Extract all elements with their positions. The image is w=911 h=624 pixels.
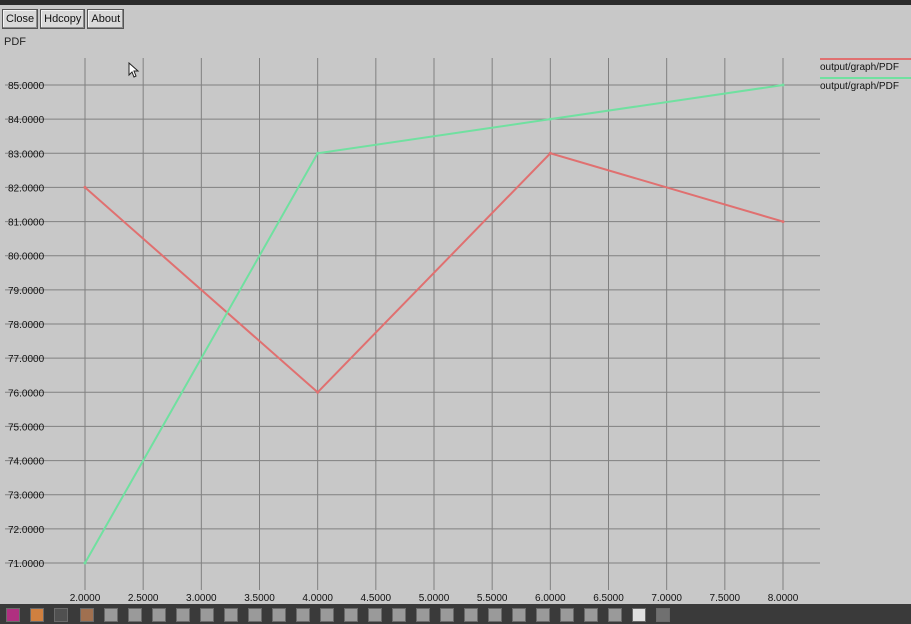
x-tick-label: 6.0000 (535, 593, 566, 604)
mouse-cursor-icon (128, 62, 140, 78)
y-tick-label: 73.0000 (8, 491, 45, 502)
y-tick-label: 83.0000 (8, 149, 45, 160)
y-tick-label: 79.0000 (8, 286, 45, 297)
window-button-icon[interactable] (320, 608, 334, 622)
y-tick-label: 80.0000 (8, 252, 45, 263)
y-tick-label: 77.0000 (8, 354, 45, 365)
x-tick-label: 7.0000 (651, 593, 682, 604)
y-tick-label: 74.0000 (8, 457, 45, 468)
app-icon[interactable] (80, 608, 94, 622)
window-button-icon[interactable] (512, 608, 526, 622)
hdcopy-button[interactable]: Hdcopy (40, 9, 86, 29)
y-tick-label: 81.0000 (8, 218, 45, 229)
folder-icon[interactable] (30, 608, 44, 622)
graph-window: Close Hdcopy About PDF 71.0000 72.0000 73.… (0, 0, 911, 604)
window-button-icon[interactable] (608, 608, 622, 622)
x-tick-label: 7.5000 (710, 593, 741, 604)
window-button-icon[interactable] (128, 608, 142, 622)
window-button-icon[interactable] (296, 608, 310, 622)
window-button-icon[interactable] (416, 608, 430, 622)
legend-label-series-1: output/graph/PDF (820, 62, 899, 73)
series-line-2 (84, 84, 784, 564)
window-button-icon[interactable] (176, 608, 190, 622)
data-point (781, 83, 785, 87)
y-tick-label: 75.0000 (8, 422, 45, 433)
data-point (548, 117, 552, 121)
window-button-icon[interactable] (248, 608, 262, 622)
window-button-icon[interactable] (200, 608, 214, 622)
y-tick-label: 85.0000 (8, 81, 45, 92)
window-button-icon[interactable] (464, 608, 478, 622)
y-tick-label: 84.0000 (8, 115, 45, 126)
about-button[interactable]: About (87, 9, 125, 29)
window-button-icon[interactable] (104, 608, 118, 622)
x-tick-label: 8.0000 (768, 593, 799, 604)
y-tick-label: 72.0000 (8, 525, 45, 536)
legend-swatch-series-2 (820, 77, 911, 79)
window-button-icon[interactable] (656, 608, 670, 622)
data-point (83, 185, 87, 189)
data-point (83, 561, 87, 565)
window-button-icon[interactable] (392, 608, 406, 622)
window-button-icon[interactable] (344, 608, 358, 622)
window-button-icon[interactable] (368, 608, 382, 622)
y-tick-label: 76.0000 (8, 388, 45, 399)
toolbar: Close Hdcopy About (2, 9, 125, 29)
window-button-icon[interactable] (536, 608, 550, 622)
window-button-icon[interactable] (560, 608, 574, 622)
x-tick-label: 6.5000 (593, 593, 624, 604)
series-line-1 (84, 152, 784, 394)
data-point (316, 390, 320, 394)
x-tick-label: 3.5000 (244, 593, 275, 604)
legend-swatch-series-1 (820, 58, 911, 60)
close-button[interactable]: Close (2, 9, 39, 29)
line-chart: 71.0000 72.0000 73.0000 74.0000 75.0000 76.00… (5, 58, 820, 604)
x-axis-ticks: 2.0000 2.5000 3.0000 3.5000 4.0000 4.5000 5.00… (70, 593, 799, 604)
window-button-icon[interactable] (632, 608, 646, 622)
window-top-border (0, 0, 911, 5)
grid (5, 58, 820, 590)
data-point (316, 151, 320, 155)
legend-label-series-2: output/graph/PDF (820, 81, 899, 92)
x-tick-label: 5.0000 (419, 593, 450, 604)
series-lines (83, 83, 785, 565)
data-point (548, 151, 552, 155)
y-tick-label: 78.0000 (8, 320, 45, 331)
window-button-icon[interactable] (584, 608, 598, 622)
terminal-icon[interactable] (54, 608, 68, 622)
data-point (781, 220, 785, 224)
start-menu-icon[interactable] (6, 608, 20, 622)
x-tick-label: 4.5000 (361, 593, 392, 604)
y-tick-label: 71.0000 (8, 559, 45, 570)
x-tick-label: 5.5000 (477, 593, 508, 604)
taskbar (0, 604, 911, 624)
y-tick-label: 82.0000 (8, 183, 45, 194)
window-button-icon[interactable] (224, 608, 238, 622)
window-button-icon[interactable] (272, 608, 286, 622)
plot-title: PDF (4, 36, 26, 48)
x-tick-label: 4.0000 (302, 593, 333, 604)
window-button-icon[interactable] (152, 608, 166, 622)
x-tick-label: 2.0000 (70, 593, 101, 604)
x-tick-label: 3.0000 (186, 593, 217, 604)
window-button-icon[interactable] (440, 608, 454, 622)
window-button-icon[interactable] (488, 608, 502, 622)
x-tick-label: 2.5000 (128, 593, 159, 604)
y-axis-ticks: 71.0000 72.0000 73.0000 74.0000 75.0000 76.00… (8, 81, 45, 570)
